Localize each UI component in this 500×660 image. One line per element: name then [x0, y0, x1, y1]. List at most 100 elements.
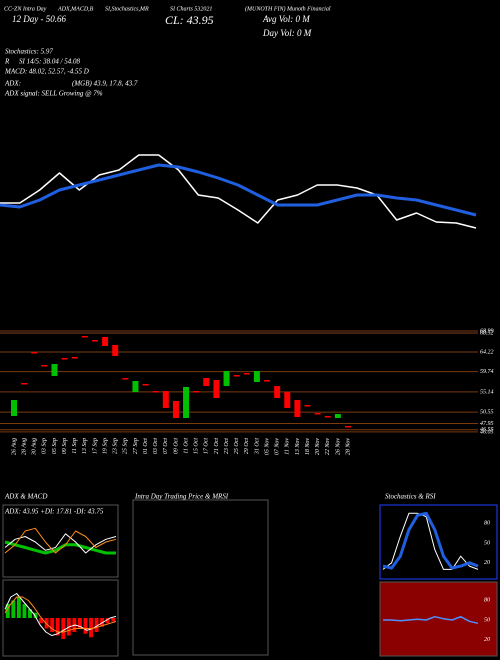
candle-body: [31, 351, 38, 354]
candle-body: [51, 363, 58, 376]
x-tick-label: 23 Oct: [224, 438, 230, 454]
candle-body: [71, 356, 78, 359]
top-label: (MUNOTH FIN) Munoth Financial: [245, 5, 331, 12]
candle-body: [304, 405, 311, 407]
candle-body: [61, 358, 68, 360]
macd-panel: [2, 579, 119, 657]
x-tick-label: 25 Sep: [123, 438, 129, 454]
top-label: SI Charts 532021: [170, 6, 212, 12]
histogram-bar: [61, 618, 66, 639]
series-line: [4, 533, 117, 554]
candle-body: [203, 378, 210, 387]
candle-body: [314, 413, 321, 415]
y-tick-label: 68.99: [480, 328, 494, 334]
macd: MACD: 48.02, 52.57, -4.55 D: [4, 68, 89, 76]
x-tick-label: 03 Sep: [42, 438, 48, 454]
histogram-bar: [39, 618, 44, 624]
x-tick-label: 21 Oct: [214, 438, 220, 454]
series-line: [0, 154, 477, 229]
y-tick-label: 20: [484, 560, 490, 566]
histogram-bar: [77, 618, 82, 629]
top-label: CC-ZN Intra Day: [4, 6, 47, 12]
x-tick-label: 26 Nov: [335, 438, 341, 456]
x-tick-label: 09 Oct: [173, 438, 179, 454]
x-tick-label: 11 Oct: [183, 438, 189, 454]
candle-body: [112, 344, 119, 356]
y-tick-label: 50.55: [480, 409, 494, 415]
x-tick-label: 07 Oct: [163, 438, 169, 454]
histogram-bar: [5, 604, 10, 618]
x-tick-label: 09 Sep: [62, 438, 68, 454]
histogram-bar: [94, 618, 99, 632]
top-label: ADX,MACD,B: [57, 6, 94, 12]
x-tick-label: 05 Sep: [52, 438, 58, 454]
x-tick-label: 20 Nov: [315, 438, 321, 456]
x-tick-label: 27 Sep: [133, 438, 139, 454]
candle-body: [172, 401, 179, 419]
candle-body: [91, 340, 98, 342]
x-tick-label: 11 Nov: [285, 438, 291, 455]
x-tick-label: 19 Sep: [102, 438, 108, 454]
histogram-bar: [111, 618, 116, 622]
histogram-bar: [89, 618, 93, 638]
candle-body: [41, 365, 48, 367]
series-line: [4, 527, 117, 554]
rsi: SI 14/5: 38.04 / 54.08: [19, 58, 81, 66]
candle-body: [142, 384, 149, 386]
day-volume: Day Vol: 0 M: [262, 28, 312, 38]
x-tick-label: 05 Nov: [264, 438, 270, 456]
candle-body: [213, 380, 220, 399]
panel-title: Intra Day Trading Price & MRSI: [134, 493, 229, 501]
panel-title: Stochastics & RSI: [385, 493, 436, 501]
candle-body: [243, 373, 250, 375]
series-line: [383, 615, 479, 625]
histogram-bar: [16, 597, 21, 618]
y-tick-label: 50: [484, 617, 490, 623]
histogram-bar: [11, 600, 16, 618]
series-line: [4, 596, 117, 633]
avg-volume: Avg Vol: 0 M: [262, 14, 310, 24]
histogram-bar: [28, 609, 32, 618]
series-line: [4, 540, 116, 555]
x-tick-label: 29 Oct: [244, 438, 250, 454]
candle-body: [21, 382, 28, 385]
candle-body: [11, 400, 17, 417]
candle-body: [183, 386, 190, 419]
candle-body: [223, 371, 230, 387]
y-tick-label: 20: [484, 637, 490, 643]
x-tick-label: 23 Sep: [113, 438, 119, 454]
panel-title: ADX & MACD: [4, 493, 47, 501]
series-line: [382, 512, 479, 570]
r: R: [4, 58, 10, 66]
adx-panel: [2, 504, 119, 578]
x-tick-label: 22 Nov: [325, 438, 331, 456]
x-tick-label: 30 Aug: [32, 438, 38, 456]
close-price: CL: 43.95: [165, 13, 214, 27]
histogram-bar: [55, 618, 60, 636]
x-tick-label: 28 Nov: [345, 438, 351, 456]
candle-body: [102, 336, 109, 347]
x-tick-label: 15 Oct: [194, 438, 200, 454]
x-tick-label: 17 Sep: [92, 438, 98, 454]
y-tick-label: 46.05: [480, 428, 494, 435]
rsi-panel: [379, 581, 498, 657]
candle-body: [81, 336, 88, 338]
histogram-bar: [33, 612, 38, 618]
adx-values: (MGB) 43.9, 17.8, 43.7: [72, 80, 138, 88]
y-tick-label: 46.55: [480, 426, 494, 433]
candle-body: [324, 416, 331, 418]
y-tick-label: 68.52: [480, 330, 494, 336]
x-tick-label: 25 Oct: [234, 438, 240, 454]
series-line: [0, 163, 477, 217]
histogram-bar: [44, 618, 49, 629]
x-tick-label: 18 Nov: [305, 438, 311, 456]
candle-body: [334, 413, 341, 419]
x-tick-label: 03 Oct: [153, 438, 159, 454]
histogram-bar: [22, 604, 27, 618]
histogram-bar: [105, 618, 110, 624]
candle-body: [345, 426, 351, 428]
panel-subtitle: ADX: 43.95 +DI: 17.81 -DI: 43.75: [4, 508, 104, 516]
intraday-panel: [132, 499, 269, 656]
